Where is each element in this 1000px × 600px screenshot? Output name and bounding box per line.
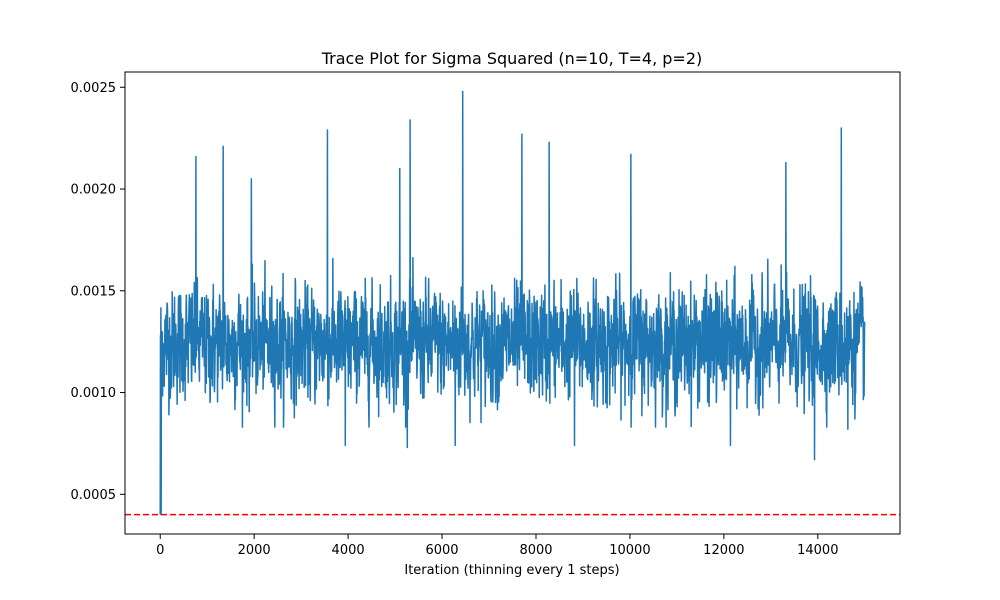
plot-area (125, 90, 900, 516)
y-tick-label: 0.0005 (71, 488, 117, 503)
x-tick-label: 2000 (238, 543, 271, 558)
x-axis: 0 2000 4000 6000 8000 10000 12000 14000 (156, 534, 838, 558)
y-tick-label: 0.0025 (71, 81, 117, 96)
chart-title: Trace Plot for Sigma Squared (n=10, T=4,… (321, 49, 703, 68)
x-tick-label: 10000 (609, 543, 650, 558)
sigma-squared-trace-line (159, 90, 866, 516)
x-tick-label: 0 (156, 543, 164, 558)
y-tick-label: 0.0015 (71, 284, 117, 299)
y-tick-label: 0.0020 (71, 183, 117, 198)
x-tick-label: 4000 (332, 543, 365, 558)
x-tick-label: 14000 (797, 543, 838, 558)
x-axis-title: Iteration (thinning every 1 steps) (404, 563, 619, 578)
x-tick-label: 6000 (425, 543, 458, 558)
x-tick-label: 8000 (519, 543, 552, 558)
y-tick-label: 0.0010 (71, 386, 117, 401)
series-layer (159, 90, 866, 516)
x-tick-label: 12000 (703, 543, 744, 558)
axes-frame (124, 71, 901, 535)
y-axis: 0.0005 0.0010 0.0015 0.0020 0.0025 (71, 81, 125, 503)
